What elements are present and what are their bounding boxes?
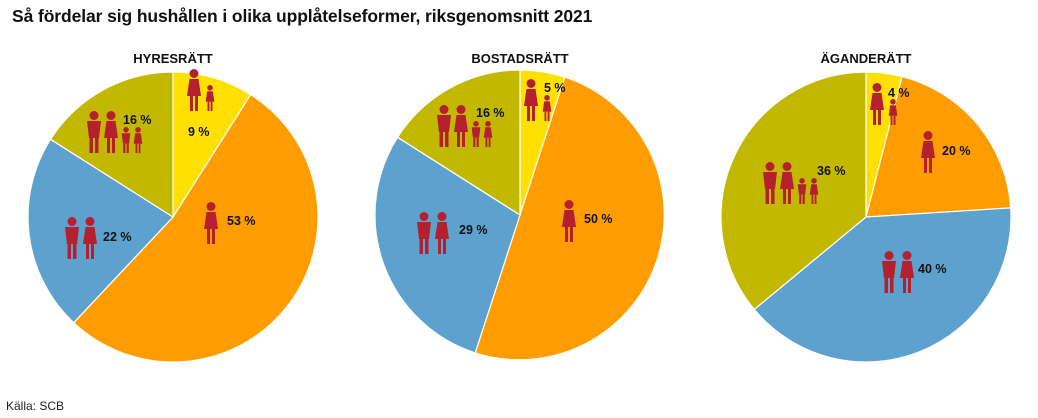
family-icon — [763, 162, 819, 205]
pie-slice-single_without_children — [72, 93, 319, 363]
slice-label: 53 % — [227, 214, 256, 228]
adult-with-child-icon — [524, 79, 552, 122]
slice-label: 5 % — [544, 81, 566, 95]
pie-slice-single_without_children — [865, 75, 1012, 218]
slice-label: 22 % — [103, 230, 132, 244]
pie-chart-1: BOSTADSRÄTT 5 % 50 % 29 % 16 % — [374, 51, 665, 361]
slice-label: 29 % — [459, 223, 488, 237]
chart-title: Så fördelar sig hushållen i olika upplåt… — [12, 6, 593, 26]
pie-slice-couple_without_children — [374, 136, 521, 354]
couple-icon — [65, 217, 97, 259]
slice-label: 36 % — [817, 164, 846, 178]
family-icon — [87, 111, 143, 154]
slice-label: 4 % — [888, 86, 910, 100]
pie-slice-couple_with_children — [720, 71, 867, 311]
pie-slice-couple_without_children — [27, 138, 174, 324]
single-adult-icon — [921, 131, 935, 173]
pie-title: ÄGANDERÄTT — [821, 51, 912, 66]
pie-slice-couple_without_children — [753, 207, 1012, 363]
slice-label: 40 % — [918, 262, 947, 276]
slice-label: 9 % — [188, 125, 210, 139]
pie-title: HYRESRÄTT — [133, 51, 213, 66]
pie-title: BOSTADSRÄTT — [471, 51, 568, 66]
pie-chart-0: HYRESRÄTT 9 % 53 % 22 % 16 % — [27, 51, 319, 363]
pie-slice-couple_with_children — [49, 71, 174, 219]
couple-icon — [882, 251, 914, 293]
adult-with-child-icon — [870, 83, 898, 126]
slice-label: 16 % — [123, 113, 152, 127]
couple-icon — [417, 212, 449, 254]
slice-label: 16 % — [476, 106, 505, 120]
slice-label: 20 % — [942, 144, 971, 158]
pie-chart-2: ÄGANDERÄTT 4 % 20 % 40 % 36 % — [720, 51, 1012, 363]
source-note: Källa: SCB — [6, 399, 65, 413]
single-adult-icon — [204, 202, 218, 244]
slice-label: 50 % — [584, 212, 613, 226]
adult-with-child-icon — [187, 69, 215, 112]
single-adult-icon — [562, 200, 576, 242]
family-icon — [437, 105, 493, 148]
